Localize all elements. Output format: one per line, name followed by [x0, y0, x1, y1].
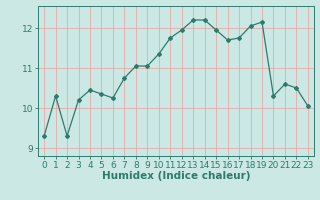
- X-axis label: Humidex (Indice chaleur): Humidex (Indice chaleur): [102, 171, 250, 181]
